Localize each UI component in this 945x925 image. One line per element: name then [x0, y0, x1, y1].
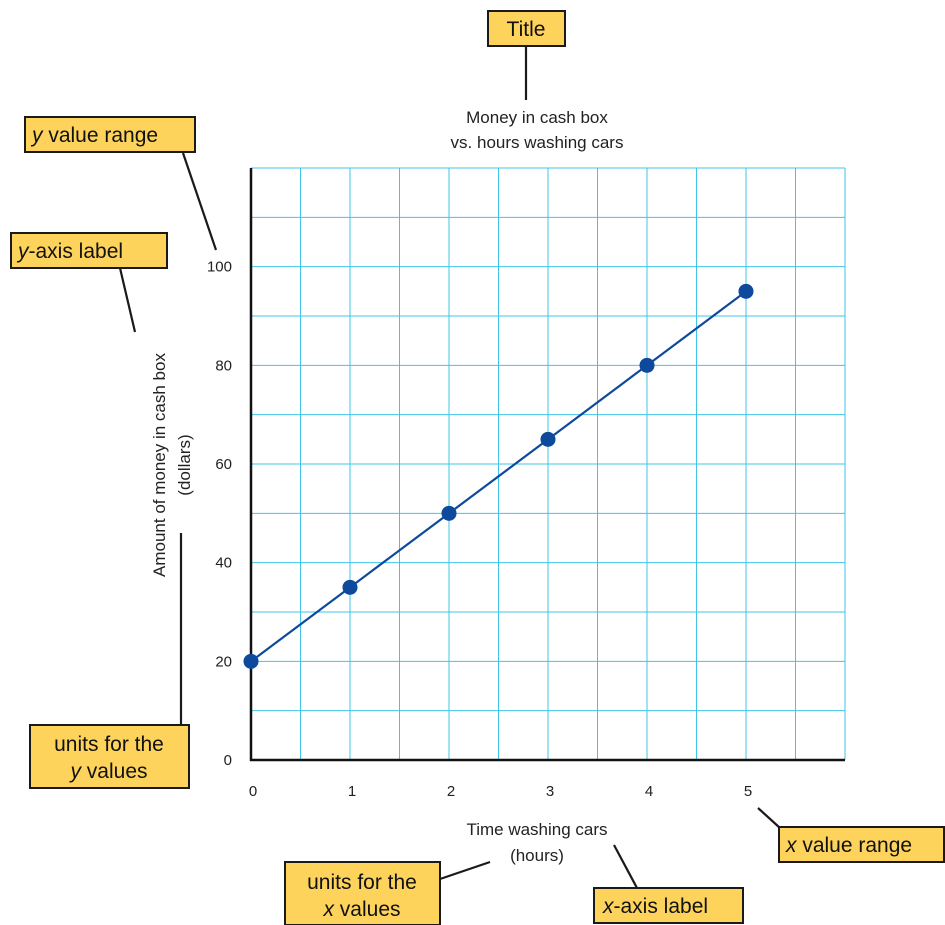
callout-title: Title [487, 10, 566, 100]
callout-x-value-range: x value range [757, 807, 945, 863]
leader-line [181, 152, 218, 251]
callout-text: y value range [30, 124, 158, 147]
data-point [342, 579, 358, 595]
series-line [250, 290, 747, 663]
x-axis-label-line-2: (hours) [510, 846, 564, 865]
callout-box [10, 232, 168, 269]
y-tick-label: 20 [215, 653, 232, 670]
y-tick-label: 40 [215, 555, 232, 572]
y-tick-label: 100 [207, 259, 232, 276]
callout-box [778, 826, 945, 863]
callout-x-axis-label: x-axis label [593, 844, 744, 924]
leader-line [118, 267, 137, 333]
leader-line [439, 860, 491, 881]
chart-title-line-2: vs. hours washing cars [451, 133, 624, 152]
callout-y-units: units for the y values [29, 533, 190, 789]
y-tick-label: 80 [215, 357, 232, 374]
data-point [639, 357, 655, 373]
callout-text-line-2: x values [322, 898, 400, 921]
tick-labels: 0 1 2 3 4 5 0 20 40 60 80 100 [207, 259, 752, 800]
data-point [243, 653, 259, 669]
x-tick-label: 1 [348, 783, 356, 800]
callout-box [487, 10, 566, 47]
y-axis-label: Amount of money in cash box (dollars) [150, 353, 194, 577]
data-point [441, 505, 457, 521]
y-axis-label-line-1: Amount of money in cash box [150, 353, 169, 577]
callout-text: y-axis label [16, 240, 123, 263]
callout-box [284, 861, 441, 925]
leader-line [613, 844, 638, 889]
chart-title-line-1: Money in cash box [466, 108, 608, 127]
x-tick-label: 3 [546, 783, 554, 800]
callout-text-line-1: units for the [54, 733, 164, 756]
callout-x-units: units for the x values [284, 860, 491, 925]
callout-text: x-axis label [602, 895, 708, 918]
y-tick-label: 0 [224, 752, 232, 769]
x-tick-label: 2 [447, 783, 455, 800]
callout-box [24, 116, 196, 153]
y-axis-label-line-2: (dollars) [175, 434, 194, 495]
leader-line [757, 807, 781, 829]
y-tick-label: 60 [215, 456, 232, 473]
x-tick-label: 5 [744, 783, 752, 800]
chart-grid [250, 167, 846, 761]
callout-text-line-2: y values [68, 760, 147, 783]
data-series [243, 283, 754, 669]
callout-text: Title [507, 18, 546, 41]
x-axis-label-line-1: Time washing cars [466, 820, 607, 839]
callout-y-value-range: y value range [24, 116, 218, 251]
x-tick-label: 0 [249, 783, 257, 800]
callout-text: x value range [785, 834, 912, 857]
callout-text-line-1: units for the [307, 871, 417, 894]
callout-box [29, 724, 190, 789]
data-point [540, 431, 556, 447]
callout-box [593, 887, 744, 924]
x-tick-label: 4 [645, 783, 653, 800]
callout-y-axis-label: y-axis label [10, 232, 168, 333]
data-point [738, 283, 754, 299]
